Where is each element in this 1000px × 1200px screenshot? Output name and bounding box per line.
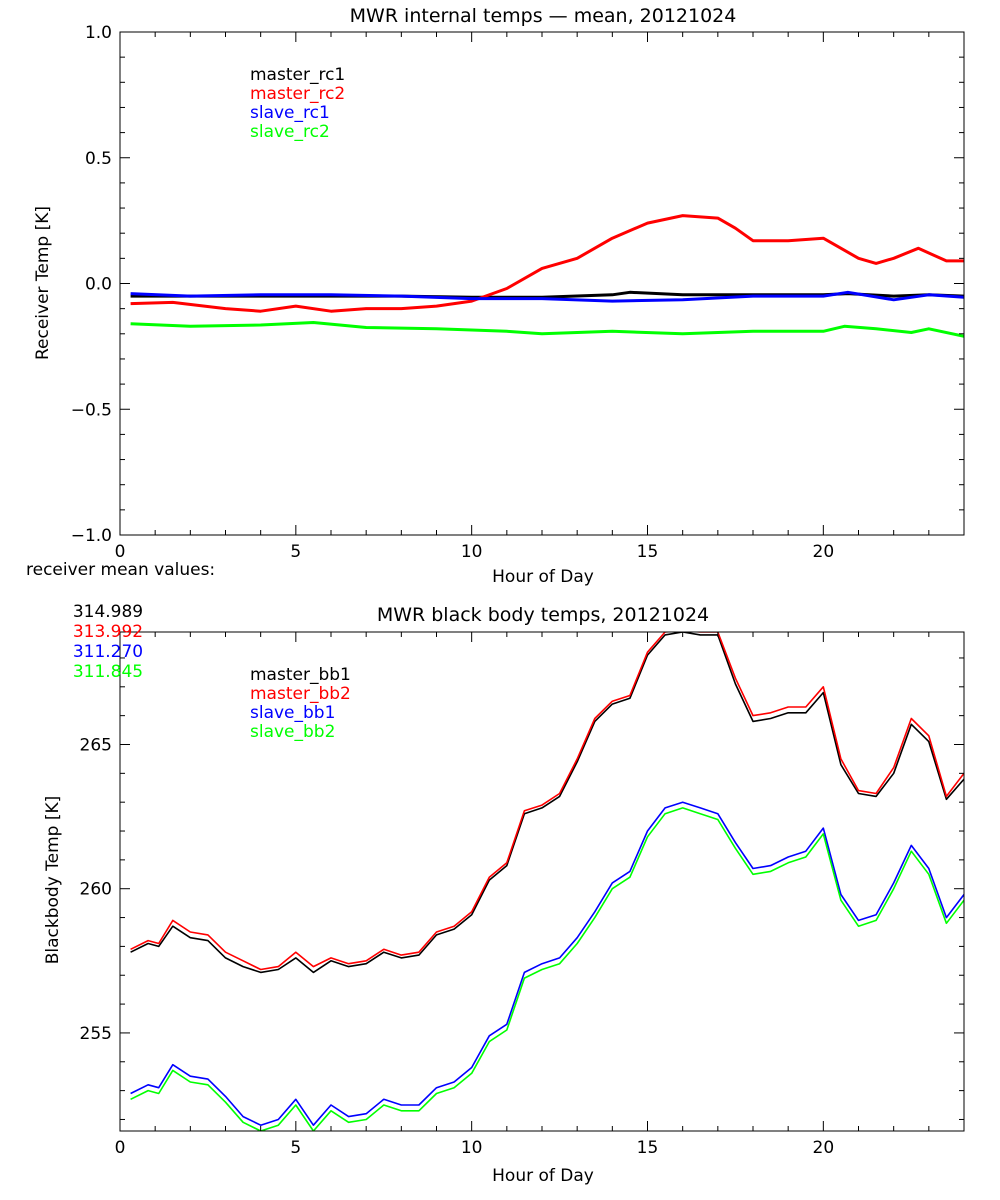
- series-line-slave_rc1: [130, 290, 964, 303]
- x-tick-label: 0: [115, 542, 126, 562]
- y-axis-label: Receiver Temp [K]: [33, 206, 53, 360]
- series-line-master_bb2: [130, 632, 964, 971]
- receiver-mean-label: receiver mean values:: [26, 560, 216, 580]
- series-line-master_bb1: [130, 632, 964, 974]
- x-tick-label: 15: [637, 1138, 659, 1158]
- x-tick-label: 20: [813, 1138, 835, 1158]
- series-line-slave_bb2: [130, 807, 964, 1131]
- receiver-mean-value: 314.989: [72, 602, 144, 622]
- receiver-mean-value: 311.845: [72, 662, 144, 682]
- x-tick-label: 5: [290, 1138, 301, 1158]
- y-axis-label: Blackbody Temp [K]: [43, 796, 63, 965]
- x-tick-label: 20: [813, 542, 835, 562]
- y-tick-label: 255: [80, 1024, 112, 1044]
- legend-entry: slave_bb2: [250, 722, 335, 742]
- receiver-temps-chart: MWR internal temps — mean, 20121024 Hour…: [33, 5, 965, 587]
- chart-title: MWR internal temps — mean, 20121024: [350, 5, 737, 27]
- x-tick-label: 10: [461, 542, 483, 562]
- series-line-master_rc2: [130, 214, 964, 313]
- chart-title: MWR black body temps, 20121024: [377, 604, 709, 626]
- legend-entry: master_bb1: [250, 665, 351, 685]
- legend-entry: master_rc2: [250, 84, 345, 104]
- x-tick-label: 10: [461, 1138, 483, 1158]
- x-axis-label: Hour of Day: [492, 1166, 594, 1186]
- receiver-mean-value: 313.992: [72, 622, 144, 642]
- plot-frame: [119, 31, 965, 536]
- y-tick-label: −1.0: [71, 526, 112, 546]
- receiver-mean-values: 314.989 313.992 311.270 311.845: [62, 582, 157, 682]
- x-axis-label: Hour of Day: [492, 567, 594, 587]
- series-line-slave_rc2: [130, 321, 964, 338]
- blackbody-temps-chart: MWR black body temps, 20121024 Hour of D…: [43, 604, 965, 1186]
- y-tick-label: 265: [80, 735, 112, 755]
- y-tick-label: 0.0: [85, 275, 112, 295]
- series-line-slave_bb1: [130, 801, 964, 1126]
- legend-entry: master_bb2: [250, 684, 351, 704]
- y-tick-label: 260: [80, 880, 112, 900]
- legend-entry: slave_rc1: [250, 103, 330, 123]
- legend-entry: slave_rc2: [250, 122, 330, 142]
- x-tick-label: 0: [115, 1138, 126, 1158]
- x-tick-label: 15: [637, 542, 659, 562]
- legend-entry: slave_bb1: [250, 703, 335, 723]
- y-tick-label: 1.0: [85, 23, 112, 43]
- x-tick-label: 5: [290, 542, 301, 562]
- y-tick-label: 0.5: [85, 149, 112, 169]
- receiver-mean-value: 311.270: [72, 642, 144, 662]
- y-tick-label: −0.5: [71, 400, 112, 420]
- legend-entry: master_rc1: [250, 65, 345, 85]
